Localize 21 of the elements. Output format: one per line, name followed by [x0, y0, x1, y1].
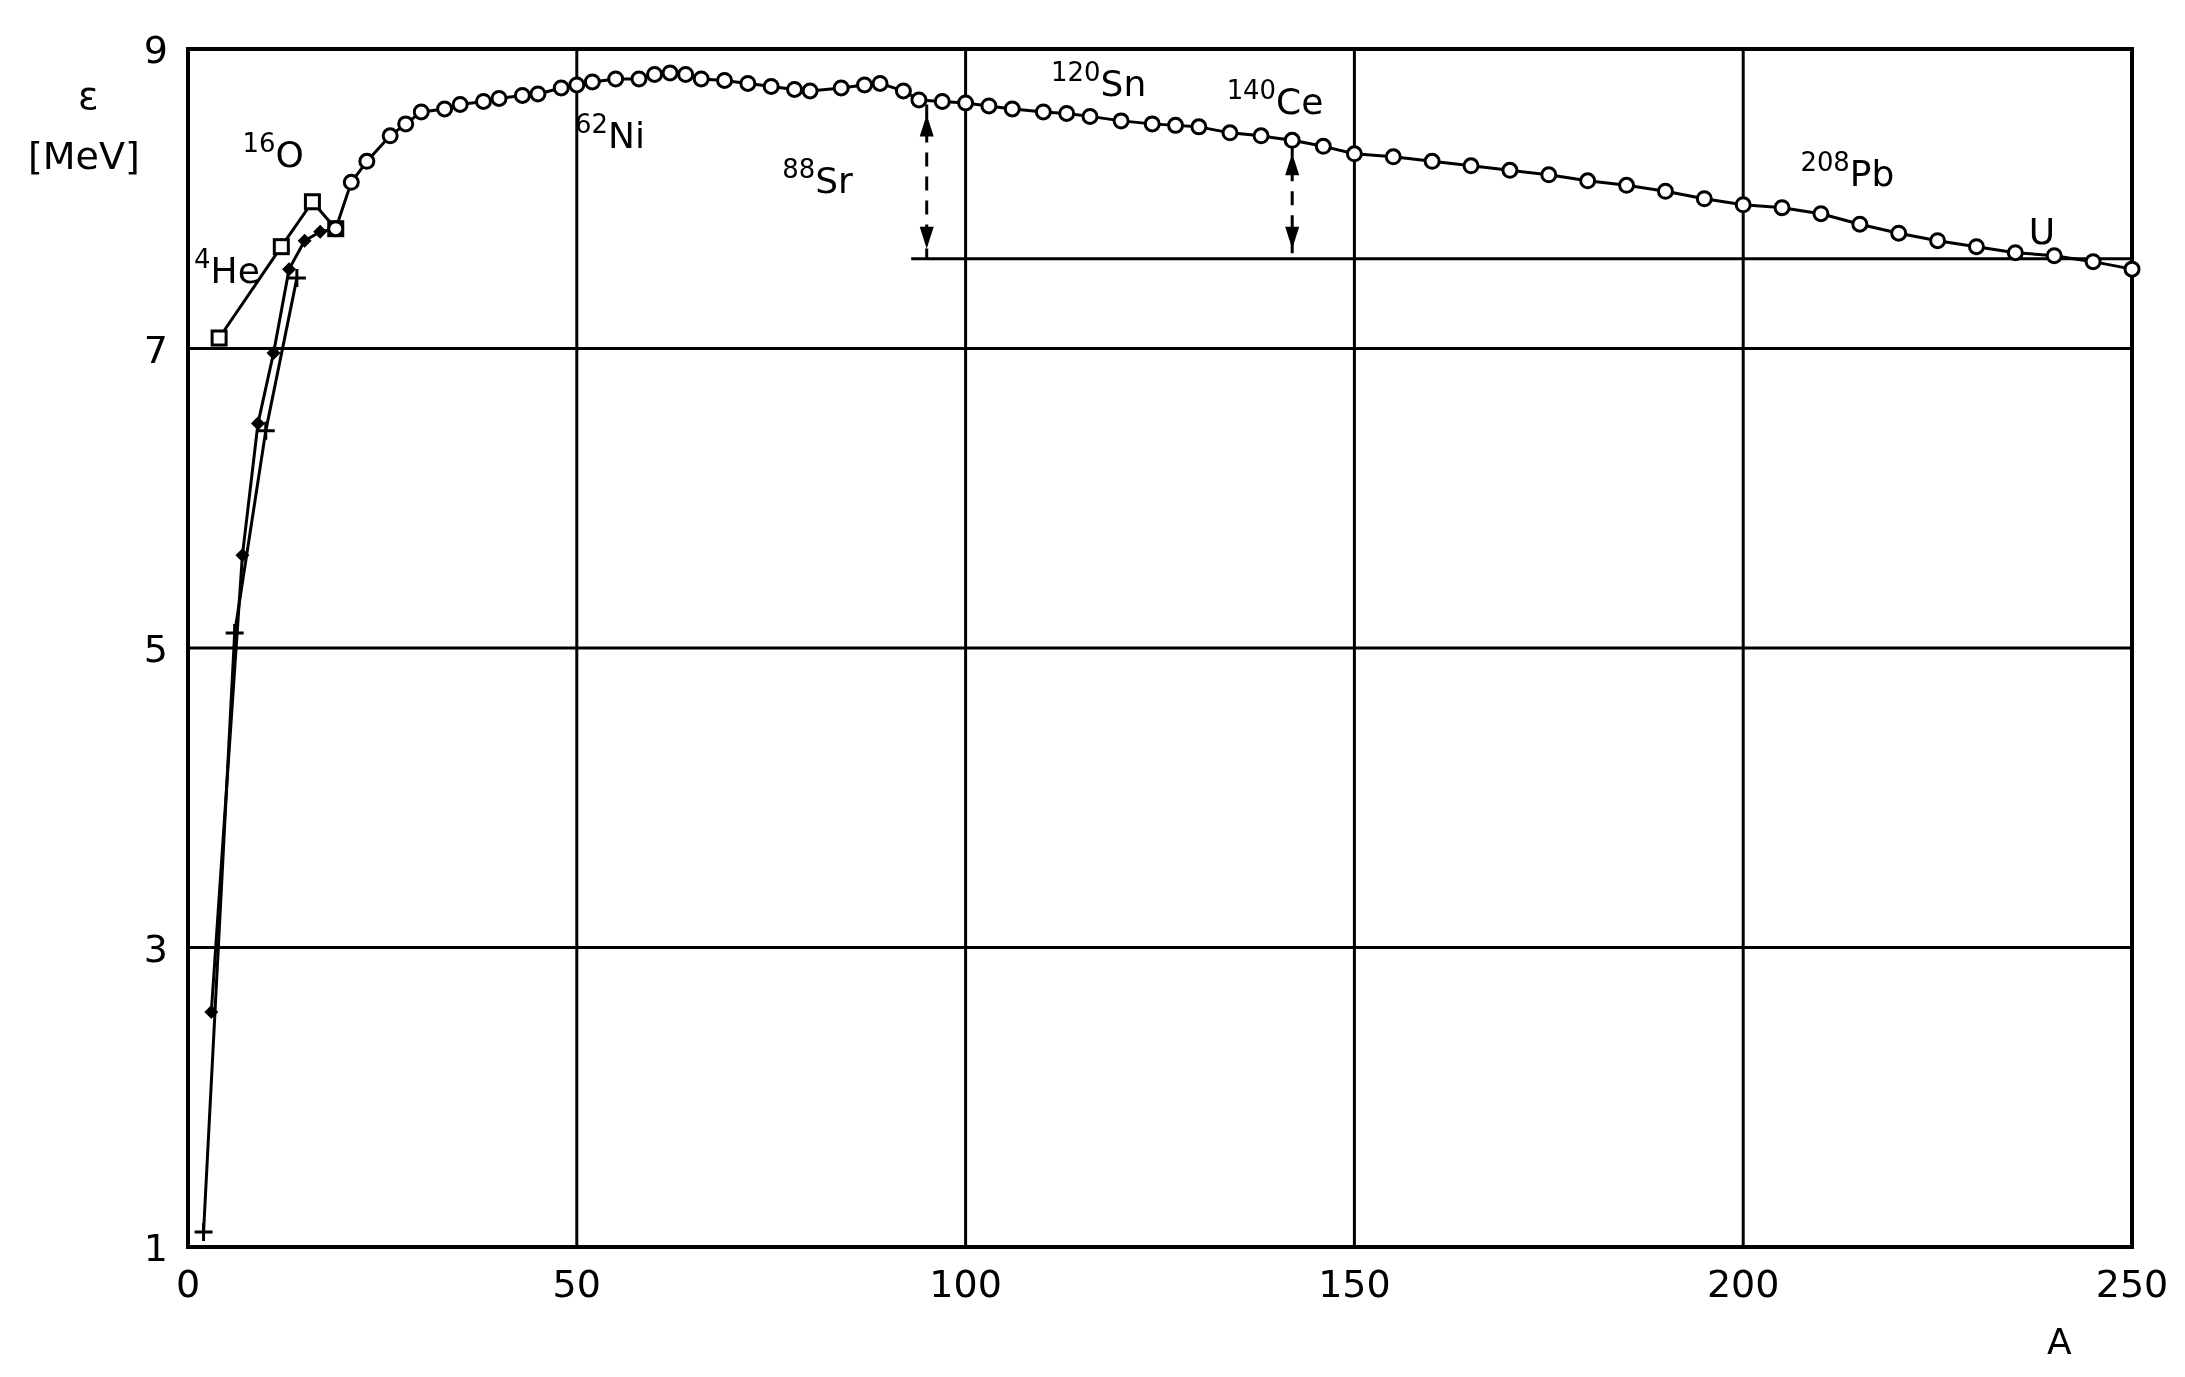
y-axis-title: ε [MeV] [28, 74, 140, 178]
x-tick-label: 0 [175, 1262, 201, 1306]
annotation: $^{16}$O [242, 127, 304, 175]
x-tick-label: 150 [1318, 1262, 1391, 1306]
annotation: $^{120}$Sn [1051, 56, 1147, 104]
x-tick-label: 100 [929, 1262, 1002, 1306]
x-tick-label: 250 [2095, 1262, 2169, 1306]
x-tick-label: 50 [552, 1262, 601, 1306]
x-tick-label: 200 [1706, 1262, 1780, 1306]
annotation: $^{62}$Ni [575, 108, 646, 156]
y-tick-label: 1 [143, 1226, 168, 1270]
y-tick-label: 9 [143, 28, 168, 72]
y-tick-label: 5 [143, 627, 168, 671]
y-tick-label: 7 [143, 327, 168, 372]
x-axis-title: A [2047, 1321, 2072, 1362]
annotation: $^{208}$Pb [1800, 146, 1895, 194]
y-tick-label: 3 [143, 926, 168, 971]
annotation: U [2028, 211, 2056, 253]
annotation: $^{140}$Ce [1226, 74, 1324, 122]
annotation: $^{4}$He [194, 244, 260, 292]
annotation: $^{88}$Sr [782, 154, 854, 202]
